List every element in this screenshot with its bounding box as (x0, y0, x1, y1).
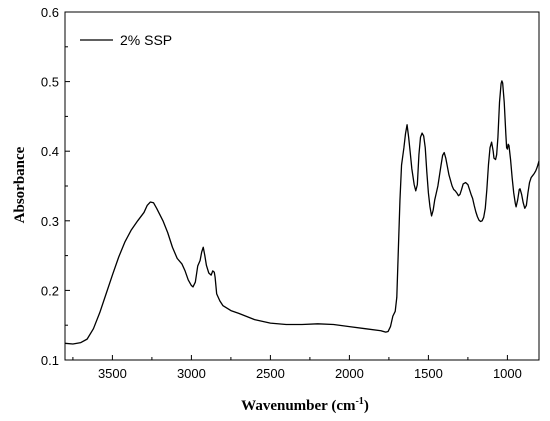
y-tick-label: 0.2 (41, 283, 59, 298)
x-tick-label: 2500 (256, 366, 285, 381)
x-axis-title-superscript: -1 (355, 396, 363, 407)
y-tick-label: 0.6 (41, 5, 59, 20)
x-axis-ticks: 3500 3000 2500 2000 1500 1000 (72, 355, 522, 381)
legend-label: 2% SSP (120, 32, 172, 48)
y-axis-ticks: 0.1 0.2 0.3 0.4 0.5 0.6 (41, 5, 70, 368)
y-tick-label: 0.5 (41, 75, 59, 90)
plot-area (64, 80, 540, 345)
x-axis-title-main: Wavenumber (cm (241, 398, 356, 414)
x-tick-label: 1500 (414, 366, 443, 381)
y-tick-label: 0.4 (41, 144, 59, 159)
y-axis-title: Absorbance (12, 146, 28, 223)
x-tick-label: 3000 (177, 366, 206, 381)
series-line-0 (64, 80, 540, 345)
legend: 2% SSP (80, 32, 172, 48)
y-tick-label: 0.3 (41, 214, 59, 229)
x-tick-label: 1000 (493, 366, 522, 381)
x-tick-label: 2000 (335, 366, 364, 381)
y-tick-label: 0.1 (41, 353, 59, 368)
x-axis-title-close: ) (364, 398, 369, 414)
x-axis-title: Wavenumber (cm-1) (241, 396, 369, 414)
plot-frame (64, 11, 540, 361)
x-tick-label: 3500 (98, 366, 127, 381)
